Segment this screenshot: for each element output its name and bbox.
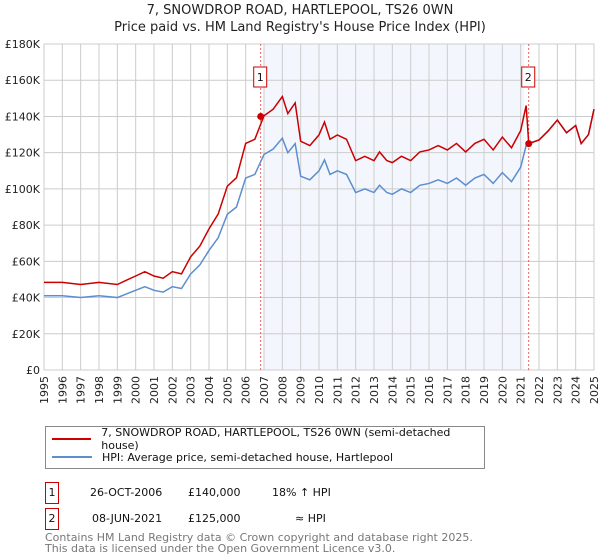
- y-tick-label: £160K: [5, 74, 41, 87]
- chart-title: 7, SNOWDROP ROAD, HARTLEPOOL, TS26 0WN: [146, 3, 454, 18]
- x-tick-label: 2015: [405, 376, 418, 404]
- footer-line: This data is licensed under the Open Gov…: [45, 542, 396, 555]
- legend-label: HPI: Average price, semi-detached house,…: [102, 450, 394, 464]
- footer-line: Contains HM Land Registry data © Crown c…: [45, 531, 473, 544]
- y-tick-label: £80K: [12, 219, 41, 232]
- x-tick-label: 1995: [38, 376, 51, 404]
- sale-marker-label: 1: [45, 482, 59, 504]
- y-tick-label: £0: [26, 364, 40, 377]
- x-tick-label: 2004: [203, 376, 216, 404]
- footer: Contains HM Land Registry data © Crown c…: [45, 532, 473, 554]
- y-tick-label: £20K: [12, 328, 41, 341]
- x-tick-label: 2016: [423, 376, 436, 404]
- sale-row-2: 2 08-JUN-2021 £125,000 ≈ HPI: [45, 508, 545, 530]
- x-tick-label: 2024: [570, 376, 583, 404]
- x-tick-label: 2006: [240, 376, 253, 404]
- x-tick-label: 2005: [221, 376, 234, 404]
- y-tick-label: £180K: [5, 38, 41, 51]
- x-tick-label: 2007: [258, 376, 271, 404]
- y-tick-label: £40K: [12, 292, 41, 305]
- legend-swatch: [52, 456, 92, 458]
- sale-price: £125,000: [188, 512, 241, 525]
- x-tick-label: 2001: [148, 376, 161, 404]
- x-tick-label: 2020: [496, 376, 509, 404]
- x-tick-label: 2009: [295, 376, 308, 404]
- x-tick-label: 2013: [368, 376, 381, 404]
- x-tick-label: 2021: [515, 376, 528, 404]
- sale-price: £140,000: [188, 486, 241, 499]
- legend-item-property: 7, SNOWDROP ROAD, HARTLEPOOL, TS26 0WN (…: [46, 426, 484, 452]
- legend: 7, SNOWDROP ROAD, HARTLEPOOL, TS26 0WN (…: [45, 426, 485, 469]
- x-tick-label: 2019: [478, 376, 491, 404]
- y-tick-label: £120K: [5, 147, 41, 160]
- chart-subtitle: Price paid vs. HM Land Registry's House …: [114, 20, 486, 35]
- sale-marker-label: 1: [257, 71, 264, 84]
- legend-label: 7, SNOWDROP ROAD, HARTLEPOOL, TS26 0WN (…: [101, 426, 451, 452]
- price-chart: £0 £20K £40K £60K £80K £100K £120K £140K £160K £1…: [5, 38, 600, 404]
- sale-date: 08-JUN-2021: [92, 512, 163, 525]
- sale-date: 26-OCT-2006: [90, 486, 163, 499]
- legend-swatch: [52, 438, 92, 440]
- y-tick-label: £140K: [5, 110, 41, 123]
- x-tick-label: 1997: [75, 376, 88, 404]
- hpi-line: [44, 109, 595, 299]
- sale-point: [257, 112, 265, 120]
- sale-marker-label: 2: [525, 71, 532, 84]
- y-tick-label: £60K: [12, 255, 41, 268]
- sale-row-1: 1 26-OCT-2006 £140,000 18% ↑ HPI: [45, 482, 545, 504]
- x-tick-label: 2025: [588, 376, 600, 404]
- x-tick-label: 2017: [441, 376, 454, 404]
- x-tick-label: 2023: [551, 376, 564, 404]
- x-tick-label: 1996: [56, 376, 69, 404]
- legend-item-hpi: HPI: Average price, semi-detached house,…: [46, 448, 393, 466]
- x-tick-label: 2000: [130, 376, 143, 404]
- sale-marker-box: [521, 66, 536, 88]
- x-tick-label: 1998: [93, 376, 106, 404]
- shaded-period: [264, 44, 525, 370]
- x-tick-label: 2008: [276, 376, 289, 404]
- sale-hpi: 18% ↑ HPI: [272, 486, 331, 499]
- x-tick-label: 2002: [166, 376, 179, 404]
- x-tick-label: 2003: [185, 376, 198, 404]
- sale-marker-label: 2: [45, 508, 59, 530]
- property-price-line: [44, 94, 595, 286]
- sale-hpi: ≈ HPI: [295, 512, 326, 525]
- sale-point: [525, 140, 533, 148]
- sale-marker-box: [253, 66, 268, 88]
- y-tick-label: £100K: [5, 183, 41, 196]
- x-tick-label: 1999: [111, 376, 124, 404]
- x-tick-label: 2014: [386, 376, 399, 404]
- x-tick-label: 2018: [460, 376, 473, 404]
- plot-frame: [43, 43, 595, 371]
- x-tick-label: 2011: [331, 376, 344, 404]
- x-tick-label: 2012: [350, 376, 363, 404]
- x-tick-label: 2022: [533, 376, 546, 404]
- x-tick-label: 2010: [313, 376, 326, 404]
